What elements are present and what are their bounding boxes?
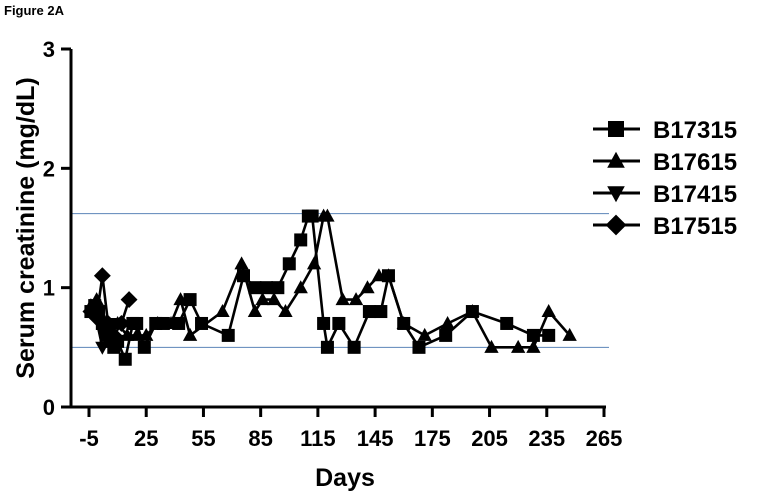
data-point bbox=[417, 327, 432, 341]
data-point bbox=[542, 328, 556, 342]
data-point bbox=[465, 304, 480, 318]
legend-label: B17515 bbox=[653, 213, 737, 240]
data-point bbox=[234, 256, 249, 270]
data-point bbox=[248, 281, 262, 295]
data-point bbox=[362, 305, 376, 319]
data-point bbox=[95, 341, 110, 355]
data-point bbox=[320, 208, 335, 222]
legend-item-B17615: B17615 bbox=[593, 149, 737, 176]
data-point bbox=[259, 281, 273, 295]
x-axis-label: Days bbox=[315, 464, 375, 492]
data-point bbox=[294, 233, 308, 247]
data-point bbox=[332, 316, 346, 330]
legend-label: B17315 bbox=[653, 117, 737, 144]
legend-marker bbox=[605, 214, 627, 236]
data-point bbox=[173, 292, 188, 306]
data-point bbox=[255, 292, 270, 306]
legend-item-B17415: B17415 bbox=[593, 181, 737, 208]
data-point bbox=[381, 268, 396, 282]
data-point bbox=[541, 304, 556, 318]
data-point bbox=[347, 340, 361, 354]
data-point bbox=[247, 304, 263, 318]
series-B17315 bbox=[84, 209, 556, 366]
legend-item-B17515: B17515 bbox=[593, 213, 737, 240]
y-tick-label: 2 bbox=[43, 156, 55, 181]
data-point bbox=[221, 328, 235, 342]
data-point bbox=[139, 327, 154, 341]
data-point bbox=[500, 316, 514, 330]
data-point bbox=[320, 340, 334, 354]
x-tick-label: 25 bbox=[134, 426, 158, 451]
data-point bbox=[317, 316, 331, 330]
legend-item-B17315: B17315 bbox=[593, 117, 737, 144]
data-point bbox=[112, 315, 130, 332]
data-point bbox=[396, 315, 411, 329]
data-point bbox=[215, 304, 230, 318]
data-point bbox=[484, 339, 499, 353]
data-point bbox=[88, 309, 106, 326]
data-point bbox=[99, 315, 117, 332]
legend-label: B17415 bbox=[653, 181, 737, 208]
x-tick-label: 235 bbox=[528, 426, 565, 451]
data-point bbox=[118, 352, 132, 366]
figure-label: Figure 2A bbox=[4, 3, 64, 18]
data-point bbox=[195, 316, 209, 330]
data-point bbox=[439, 328, 453, 342]
legend-marker bbox=[608, 121, 624, 137]
data-point bbox=[278, 304, 293, 318]
data-point bbox=[130, 316, 144, 330]
series-B17515 bbox=[82, 267, 138, 344]
data-point bbox=[348, 292, 364, 306]
x-tick-label: 85 bbox=[248, 426, 272, 451]
series-layer bbox=[82, 208, 577, 366]
data-point bbox=[374, 305, 388, 319]
data-point bbox=[119, 327, 135, 341]
y-tick-label: 1 bbox=[43, 276, 55, 301]
data-point bbox=[150, 315, 165, 329]
x-tick-label: 115 bbox=[300, 426, 336, 451]
axes: 0 1 2 3 -5 25 55 85 115 145 175 205 235 265 bbox=[43, 37, 623, 451]
data-point bbox=[183, 293, 197, 307]
data-point bbox=[293, 280, 308, 294]
data-point bbox=[306, 256, 322, 270]
data-point bbox=[271, 281, 285, 295]
data-point bbox=[129, 327, 144, 341]
data-point bbox=[360, 280, 375, 294]
y-tick-label: 3 bbox=[43, 37, 55, 62]
legend-marker bbox=[607, 151, 625, 168]
x-tick-label: 55 bbox=[191, 426, 215, 451]
data-point bbox=[105, 326, 123, 344]
y-axis-label: Serum creatinine (mg/dL) bbox=[12, 77, 40, 378]
data-point bbox=[335, 292, 350, 306]
data-point bbox=[526, 339, 541, 353]
data-point bbox=[511, 339, 526, 353]
x-tick-label: 205 bbox=[471, 426, 508, 451]
data-point bbox=[163, 315, 179, 329]
series-B17615 bbox=[83, 208, 577, 353]
x-tick-label: 145 bbox=[357, 426, 394, 451]
data-point bbox=[266, 292, 282, 306]
data-point bbox=[371, 268, 387, 282]
data-point bbox=[562, 327, 577, 341]
data-point bbox=[120, 291, 138, 309]
data-point bbox=[305, 209, 319, 223]
data-point bbox=[440, 315, 455, 329]
x-tick-label: 265 bbox=[586, 426, 623, 451]
data-point bbox=[282, 257, 296, 271]
data-point bbox=[93, 267, 111, 285]
y-tick-label: 0 bbox=[43, 395, 55, 420]
x-tick-label: 175 bbox=[414, 426, 451, 451]
x-tick-label: -5 bbox=[79, 426, 99, 451]
data-point bbox=[89, 292, 104, 306]
legend: B17315 B17615 B17415 B17515 bbox=[593, 117, 737, 240]
data-point bbox=[137, 340, 151, 354]
legend-label: B17615 bbox=[653, 149, 737, 176]
data-point bbox=[182, 327, 198, 341]
data-point bbox=[412, 340, 426, 354]
legend-marker bbox=[607, 186, 625, 203]
